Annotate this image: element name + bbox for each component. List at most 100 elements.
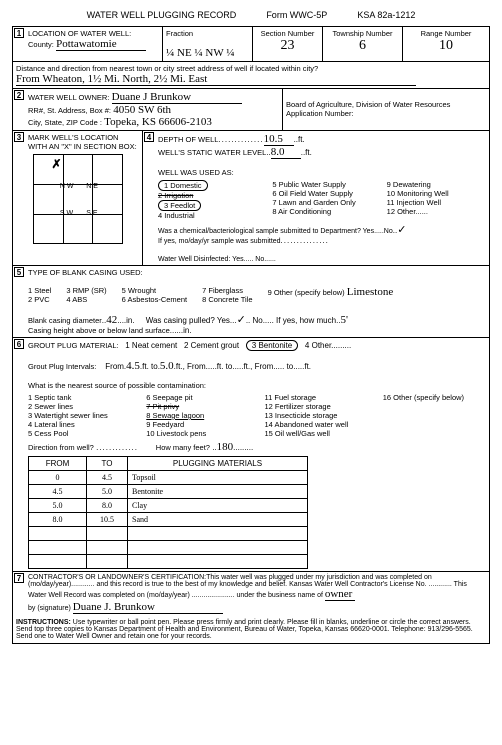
dir: Direction from well? — [28, 443, 94, 452]
sig-lbl: by (signature) — [28, 605, 71, 612]
feet-lbl: How many feet? — [156, 443, 210, 452]
r0t: 4.5 — [87, 471, 128, 485]
c7: 7 Fiberglass — [202, 286, 243, 295]
r3f: 8.0 — [29, 513, 87, 527]
depth-lbl: DEPTH OF WELL — [158, 135, 218, 144]
twp-lbl: Township Number — [332, 29, 392, 38]
int-to: 5.0 — [160, 360, 174, 372]
c5: 5 Wrought — [122, 286, 156, 295]
r1m: Bentonite — [128, 485, 308, 499]
dia: 42 — [106, 314, 117, 326]
r2f: 5.0 — [29, 499, 87, 513]
g2: 2 Cement grout — [184, 341, 239, 350]
p11: 11 Fuel storage — [265, 393, 317, 402]
section-box: ✗ N WN ES WS E — [33, 154, 123, 244]
addr: 4050 SW 6th — [113, 104, 171, 116]
int-from: 4.5 — [126, 360, 140, 372]
r1t: 5.0 — [87, 485, 128, 499]
dia-lbl: Blank casing diameter — [28, 316, 102, 325]
grout-lbl: GROUT PLUG MATERIAL: — [28, 341, 119, 350]
p12: 12 Fertilizer storage — [265, 402, 331, 411]
section: 23 — [281, 38, 295, 53]
instr-txt: Use typewriter or ball point pen. Please… — [16, 619, 473, 640]
board: Board of Agriculture, Division of Water … — [286, 100, 450, 109]
depth-v: 10.5 — [264, 133, 294, 146]
static-v: 8.0 — [271, 146, 301, 159]
p8: 8 Sewage lagoon — [146, 411, 204, 420]
r1f: 4.5 — [29, 485, 87, 499]
use-1: 1 Domestic — [158, 180, 208, 191]
c9: 9 Other (specify below) — [268, 288, 345, 297]
p13: 13 Insecticide storage — [265, 411, 338, 420]
use-12: 12 Other — [387, 207, 416, 216]
g3: 3 Bentonite — [246, 340, 298, 351]
height: Casing height above or below land surfac… — [28, 326, 170, 335]
hdr-ksa: KSA 82a-1212 — [357, 10, 415, 20]
addr-lbl: RR#, St. Address, Box #: — [28, 106, 111, 115]
r2t: 8.0 — [87, 499, 128, 513]
dist-lbl: Distance and direction from nearest town… — [16, 64, 318, 73]
howmuch: 5' — [341, 314, 348, 326]
fraction: ¼ NE ¼ NW ¼ — [166, 47, 235, 59]
use-11: 11 Injection Well — [387, 198, 441, 207]
used-lbl: WELL WAS USED AS: — [158, 168, 234, 177]
p14: 14 Abandoned water well — [265, 420, 349, 429]
county-lbl: County: — [28, 40, 54, 49]
th-mat: PLUGGING MATERIALS — [128, 457, 308, 471]
c2: 2 PVC — [28, 295, 50, 304]
chem-chk: ✓ — [397, 224, 406, 236]
sig: Duane J. Brunkow — [73, 601, 223, 614]
p10: 10 Livestock pens — [146, 429, 206, 438]
rng-lbl: Range Number — [421, 29, 472, 38]
r0f: 0 — [29, 471, 87, 485]
instr-lbl: INSTRUCTIONS: — [16, 619, 71, 626]
use-7: 7 Lawn and Garden Only — [272, 198, 355, 207]
g1: 1 Neat cement — [125, 341, 177, 350]
dist-val: From Wheaton, 1½ Mi. North, 2½ Mi. East — [16, 73, 416, 86]
mark-lbl: MARK WELL'S LOCATION WITH AN "X" IN SECT… — [28, 133, 137, 151]
use-3: 3 Feedlot — [158, 200, 201, 211]
x-mark: ✗ — [52, 157, 62, 172]
p6: 6 Seepage pit — [146, 393, 192, 402]
int-lbl: Grout Plug Intervals: — [28, 362, 96, 371]
ft2: ft. — [305, 148, 312, 157]
city: Topeka, KS 66606-2103 — [104, 116, 212, 128]
c6: 6 Asbestos-Cement — [122, 295, 187, 304]
disinf: Water Well Disinfected: Yes..... No.....… — [158, 256, 276, 263]
city-lbl: City, State, ZIP Code : — [28, 118, 102, 127]
use-10: 10 Monitoring Well — [387, 189, 449, 198]
range: 10 — [439, 38, 453, 53]
p1: 1 Septic tank — [28, 393, 71, 402]
use-2: 2 Irrigation — [158, 191, 193, 200]
own-lbl: WATER WELL OWNER: — [28, 93, 109, 102]
c3: 3 RMP (SR) — [66, 286, 106, 295]
p7: 7 Pit privy — [146, 402, 179, 411]
county: Pottawatomie — [56, 38, 146, 51]
r0m: Topsoil — [128, 471, 308, 485]
ft1: ft. — [298, 135, 305, 144]
pulled: Was casing pulled? Yes — [146, 316, 230, 325]
g4: 4 Other — [305, 341, 331, 350]
c8: 8 Concrete Tile — [202, 295, 252, 304]
hin: in. — [183, 326, 191, 335]
loc-label: LOCATION OF WATER WELL: — [28, 29, 131, 38]
th-from: FROM — [29, 457, 87, 471]
use-8: 8 Air Conditioning — [272, 207, 331, 216]
hdr-form: Form WWC-5P — [266, 10, 327, 20]
own-name: Duane J Brunkow — [112, 91, 242, 104]
c-other: Limestone — [347, 286, 393, 298]
use-6: 6 Oil Field Water Supply — [272, 189, 353, 198]
c4: 4 ABS — [66, 295, 87, 304]
frac-lbl: Fraction — [166, 29, 193, 38]
township: 6 — [359, 38, 366, 53]
appno: Application Number: — [286, 109, 354, 118]
in: in. — [126, 316, 134, 325]
p9: 9 Feedyard — [146, 420, 184, 429]
c1: 1 Steel — [28, 286, 51, 295]
casing-lbl: TYPE OF BLANK CASING USED: — [28, 268, 143, 277]
use-9: 9 Dewatering — [387, 180, 431, 189]
static-lbl: WELL'S STATIC WATER LEVEL — [158, 148, 266, 157]
chem: Was a chemical/bacteriological sample su… — [158, 228, 393, 235]
p3: 3 Watertight sewer lines — [28, 411, 108, 420]
pulled-v: ✓ — [237, 314, 246, 326]
